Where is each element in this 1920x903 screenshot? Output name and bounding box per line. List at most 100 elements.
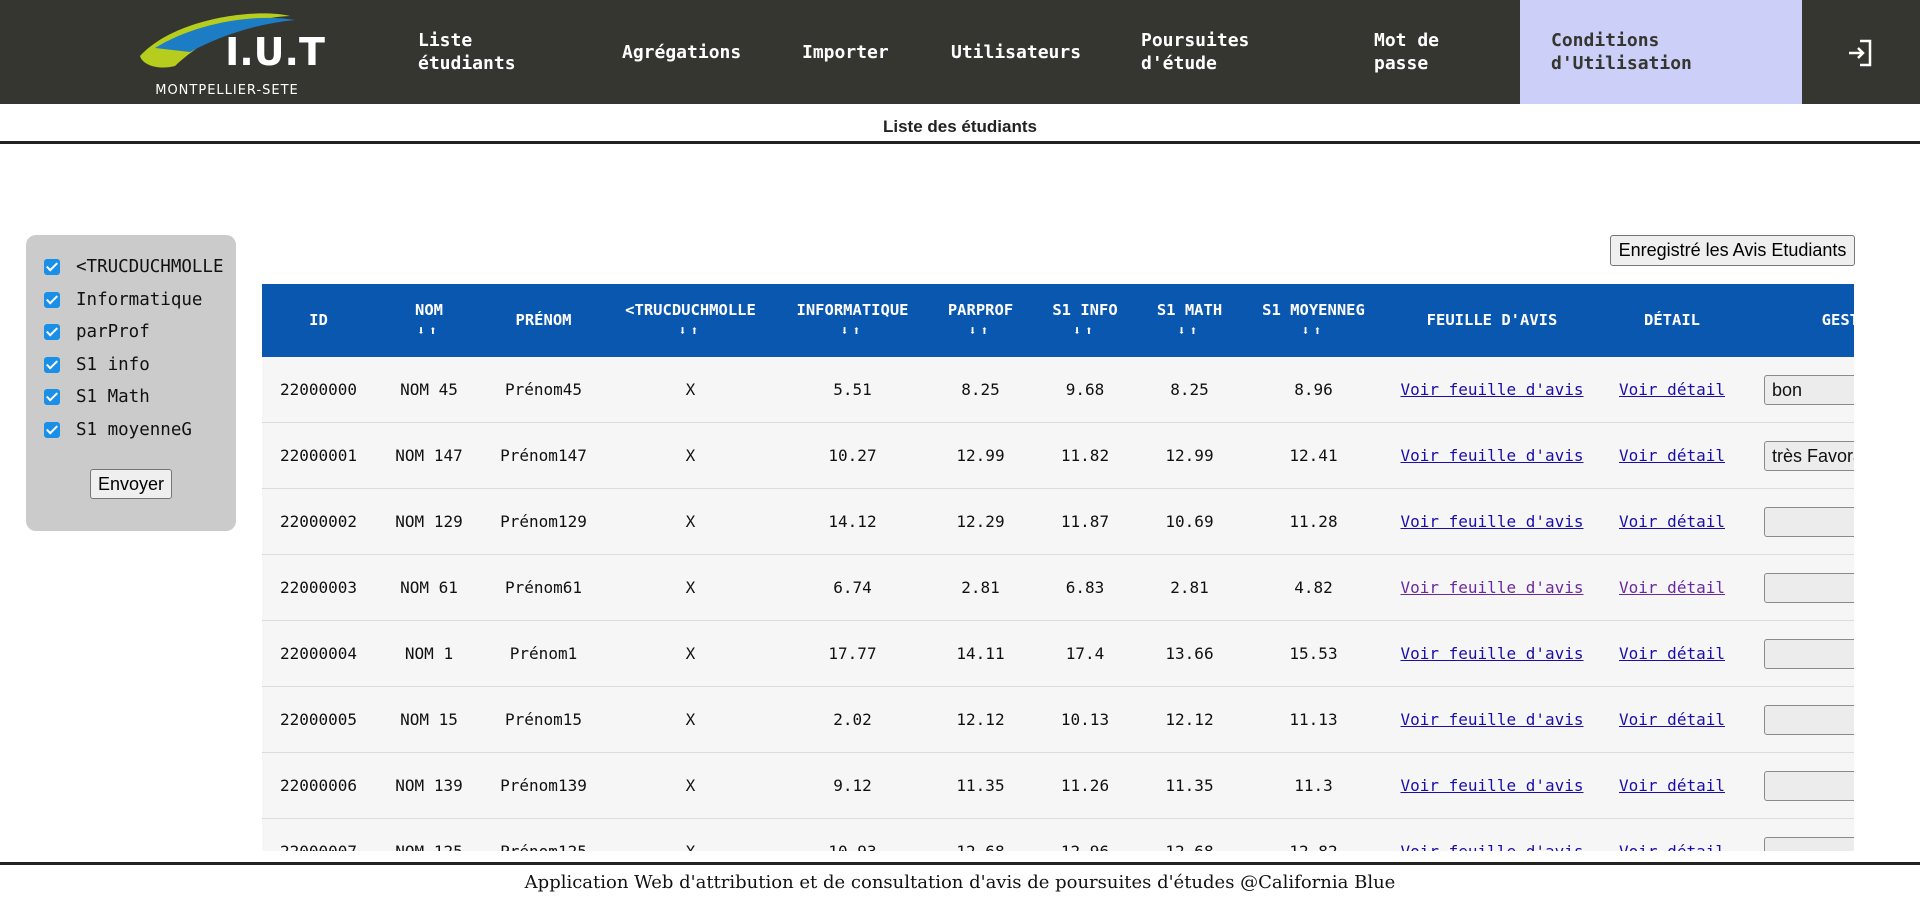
cell-text: 22000000: [279, 380, 358, 399]
submit-button[interactable]: Envoyer: [90, 469, 172, 499]
avis-link[interactable]: Voir feuille d'avis: [1400, 776, 1584, 795]
column-header: PRÉNOM: [483, 284, 604, 357]
logout-icon[interactable]: [1846, 38, 1874, 68]
avis-select[interactable]: bon: [1764, 374, 1854, 405]
student-row: 22000005 NOM 15 Prénom15 X 2.02 12.12 10.13 12.…: [262, 686, 1854, 753]
nav-item[interactable]: Poursuites d'étude: [1141, 30, 1250, 74]
checkbox[interactable]: [44, 259, 60, 275]
detail-link[interactable]: Voir détail: [1619, 446, 1725, 465]
column-header[interactable]: S1 MOYENNEG ⬇⬆: [1242, 284, 1385, 357]
avis-select[interactable]: [1764, 572, 1854, 603]
avis-link[interactable]: Voir feuille d'avis: [1400, 578, 1584, 597]
checkbox[interactable]: [44, 324, 60, 341]
sort-arrows[interactable]: ⬇⬆: [678, 323, 703, 339]
avis-link[interactable]: Voir feuille d'avis: [1400, 644, 1584, 663]
filter-option[interactable]: S1 Math: [44, 385, 150, 409]
avis-select[interactable]: [1764, 704, 1854, 735]
avis-link[interactable]: Voir feuille d'avis: [1400, 710, 1584, 729]
cell-text: 15.53: [1289, 644, 1338, 663]
detail-link[interactable]: Voir détail: [1619, 380, 1725, 399]
avis-link[interactable]: Voir feuille d'avis: [1400, 380, 1584, 399]
avis-link[interactable]: Voir feuille d'avis: [1400, 512, 1584, 531]
cell: 10.27: [777, 422, 928, 489]
filter-label: Informatique: [76, 289, 203, 310]
cell: NOM 125: [375, 818, 483, 851]
header-label: S1 INFO: [1052, 300, 1118, 319]
detail-link[interactable]: Voir détail: [1619, 512, 1725, 531]
cell: NOM 147: [375, 422, 483, 489]
cell: Voir feuille d'avis: [1385, 422, 1599, 489]
sort-arrows[interactable]: ⬇⬆: [1073, 323, 1097, 339]
column-header[interactable]: S1 MATH ⬇⬆: [1137, 284, 1242, 357]
cell-text: 12.99: [1165, 446, 1214, 465]
cell: 12.29: [928, 488, 1033, 555]
cell-text: Prénom125: [500, 842, 587, 851]
nav-item[interactable]: Utilisateurs: [951, 41, 1082, 63]
sort-arrows[interactable]: ⬇⬆: [968, 323, 993, 339]
cell: Voir détail: [1599, 488, 1745, 555]
checkbox[interactable]: [44, 422, 60, 438]
detail-link[interactable]: Voir détail: [1619, 710, 1725, 729]
avis-link[interactable]: Voir feuille d'avis: [1400, 446, 1584, 465]
detail-link[interactable]: Voir détail: [1619, 644, 1725, 663]
cell-text: NOM 139: [395, 776, 463, 795]
sort-arrows[interactable]: ⬇⬆: [1301, 323, 1326, 339]
checkbox[interactable]: [44, 389, 60, 406]
cell: Voir feuille d'avis: [1385, 818, 1599, 851]
nav-item[interactable]: Conditions d'Utilisation: [1520, 0, 1802, 104]
cell: 17.4: [1033, 620, 1137, 687]
cell: Voir feuille d'avis: [1385, 488, 1599, 555]
column-header[interactable]: PARPROF ⬇⬆: [928, 284, 1033, 357]
student-row: 22000006 NOM 139 Prénom139 X 9.12 11.35 11.26 1…: [262, 752, 1854, 819]
nav-item[interactable]: Agrégations: [622, 41, 742, 63]
column-header[interactable]: NOM ⬇⬆: [375, 284, 483, 357]
cell: 22000007: [262, 818, 375, 851]
cell: X: [604, 620, 777, 687]
filter-option[interactable]: Informatique: [44, 288, 202, 312]
nav-item[interactable]: Liste étudiants: [418, 30, 516, 74]
filter-option[interactable]: <TRUCDUCHMOLLE: [44, 255, 224, 279]
header: I.U.T MONTPELLIER-SETE Liste étudiants Ag…: [0, 0, 1920, 104]
save-button[interactable]: Enregistré les Avis Etudiants: [1610, 235, 1855, 266]
checkbox[interactable]: [44, 356, 60, 373]
cell: 17.77: [777, 620, 928, 687]
nav-item[interactable]: Mot de passe: [1374, 30, 1440, 74]
cell: [1745, 488, 1854, 555]
sort-arrows[interactable]: ⬇⬆: [1177, 323, 1202, 339]
column-header: GESTI: [1745, 284, 1854, 357]
cell: bon: [1745, 357, 1854, 423]
logo[interactable]: I.U.T MONTPELLIER-SETE: [135, 8, 325, 98]
avis-select[interactable]: [1764, 770, 1854, 801]
cell: 11.82: [1033, 422, 1137, 489]
avis-select[interactable]: [1764, 836, 1854, 851]
detail-link[interactable]: Voir détail: [1619, 776, 1725, 795]
cell-text: 11.3: [1294, 776, 1333, 795]
column-header[interactable]: <TRUCDUCHMOLLE ⬇⬆: [604, 284, 777, 357]
cell-text: 12.68: [956, 842, 1004, 851]
avis-select[interactable]: très Favora: [1764, 440, 1854, 471]
avis-link[interactable]: Voir feuille d'avis: [1400, 842, 1583, 851]
cell-text: 2.02: [833, 710, 872, 729]
avis-select[interactable]: [1764, 638, 1854, 669]
nav-item[interactable]: Importer: [802, 41, 889, 63]
filter-option[interactable]: S1 info: [44, 353, 150, 377]
sort-arrows[interactable]: ⬇⬆: [417, 323, 441, 339]
detail-link[interactable]: Voir détail: [1619, 842, 1725, 851]
cell: X: [604, 488, 777, 555]
checkbox[interactable]: [44, 291, 60, 308]
sort-arrows[interactable]: ⬇⬆: [840, 323, 865, 339]
cell: 11.28: [1242, 488, 1385, 555]
cell-text: Prénom147: [500, 446, 587, 465]
students-table: ID NOM ⬇⬆ PRÉNOM <TRUCDUCHMOLLE ⬇⬆ INFORMATIQU…: [262, 284, 1854, 851]
filter-option[interactable]: S1 moyenneG: [44, 418, 192, 442]
filter-option[interactable]: parProf: [44, 320, 150, 344]
avis-select[interactable]: [1764, 506, 1854, 537]
cell-text: 9.12: [833, 776, 872, 795]
column-header[interactable]: INFORMATIQUE ⬇⬆: [777, 284, 928, 357]
header-label: ID: [309, 311, 328, 329]
cell-text: 22000002: [279, 512, 358, 531]
column-header[interactable]: S1 INFO ⬇⬆: [1033, 284, 1137, 357]
cell: Voir détail: [1599, 422, 1745, 489]
detail-link[interactable]: Voir détail: [1619, 578, 1725, 597]
cell-text: 10.27: [828, 446, 877, 465]
